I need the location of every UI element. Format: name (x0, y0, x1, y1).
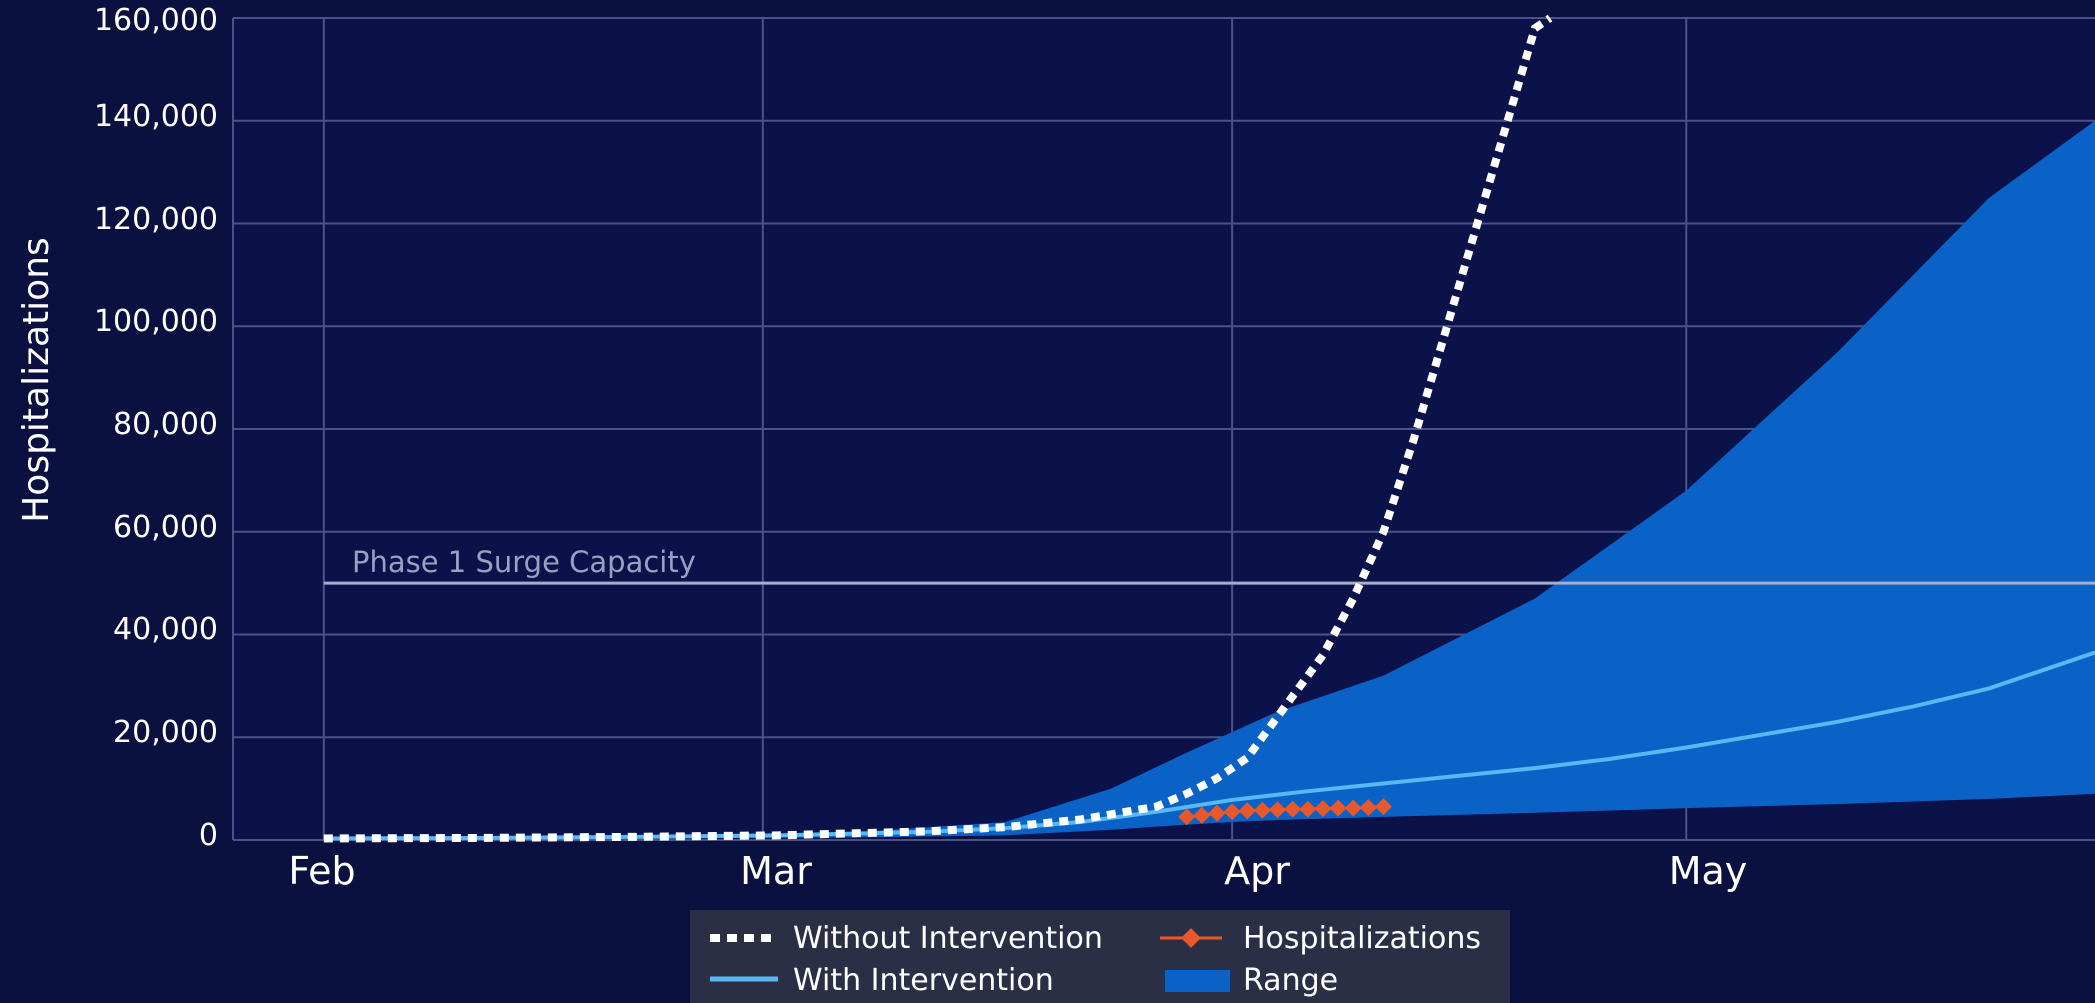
x-tick-label: Mar (740, 849, 812, 893)
hospitalization-marker (1344, 799, 1362, 817)
x-tick-label: Feb (288, 849, 355, 893)
hospitalization-marker (1193, 806, 1211, 824)
x-axis-ticks: Feb Mar Apr May (288, 849, 1747, 893)
y-tick-label: 60,000 (113, 510, 218, 545)
surge-capacity-label: Phase 1 Surge Capacity (352, 545, 696, 579)
y-tick-label: 120,000 (94, 202, 218, 237)
y-tick-label: 0 (199, 818, 218, 853)
y-tick-label: 40,000 (113, 612, 218, 647)
series-lines (323, 14, 2095, 843)
y-tick-label: 20,000 (113, 715, 218, 750)
hospitalization-marker (1284, 800, 1302, 818)
y-axis-label: Hospitalizations (16, 237, 57, 523)
legend-swatch-range (1165, 970, 1230, 992)
without-intervention-line (323, 14, 1553, 843)
hospitalization-marker (1329, 799, 1347, 817)
hospitalization-marker (1375, 798, 1392, 816)
legend-box (690, 910, 1510, 1003)
x-tick-label: Apr (1224, 849, 1290, 893)
y-tick-label: 80,000 (113, 407, 218, 442)
hospitalization-marker (1178, 808, 1196, 826)
legend-swatch-hospitalizations-marker (1181, 928, 1201, 948)
hospitalization-marker (1314, 800, 1332, 818)
with-intervention-line (323, 650, 2095, 841)
range-band-area (323, 120, 2095, 839)
range-band (323, 120, 2095, 839)
hospitalization-marker (1238, 802, 1256, 820)
x-tick-label: May (1669, 849, 1748, 893)
legend: Without Intervention Hospitalizations Wi… (690, 910, 1510, 1003)
hospitalization-markers (1178, 798, 1392, 826)
legend-label-with-intervention: With Intervention (793, 963, 1054, 998)
y-axis-ticks: 0 20,000 40,000 60,000 80,000 100,000 12… (94, 3, 218, 853)
hospitalization-marker (1223, 803, 1241, 821)
hospitalization-marker (1253, 801, 1271, 819)
legend-label-hospitalizations: Hospitalizations (1243, 921, 1481, 956)
hospitalization-marker (1359, 799, 1377, 817)
legend-label-range: Range (1243, 963, 1338, 998)
y-tick-label: 160,000 (94, 3, 218, 38)
y-tick-label: 140,000 (94, 99, 218, 134)
legend-label-without-intervention: Without Intervention (793, 921, 1103, 956)
y-tick-label: 100,000 (94, 304, 218, 339)
hospitalization-marker (1208, 804, 1226, 822)
surge-capacity-line: Phase 1 Surge Capacity (323, 545, 2095, 585)
hospitalization-marker (1299, 800, 1317, 818)
hospitalization-marker (1269, 801, 1287, 819)
